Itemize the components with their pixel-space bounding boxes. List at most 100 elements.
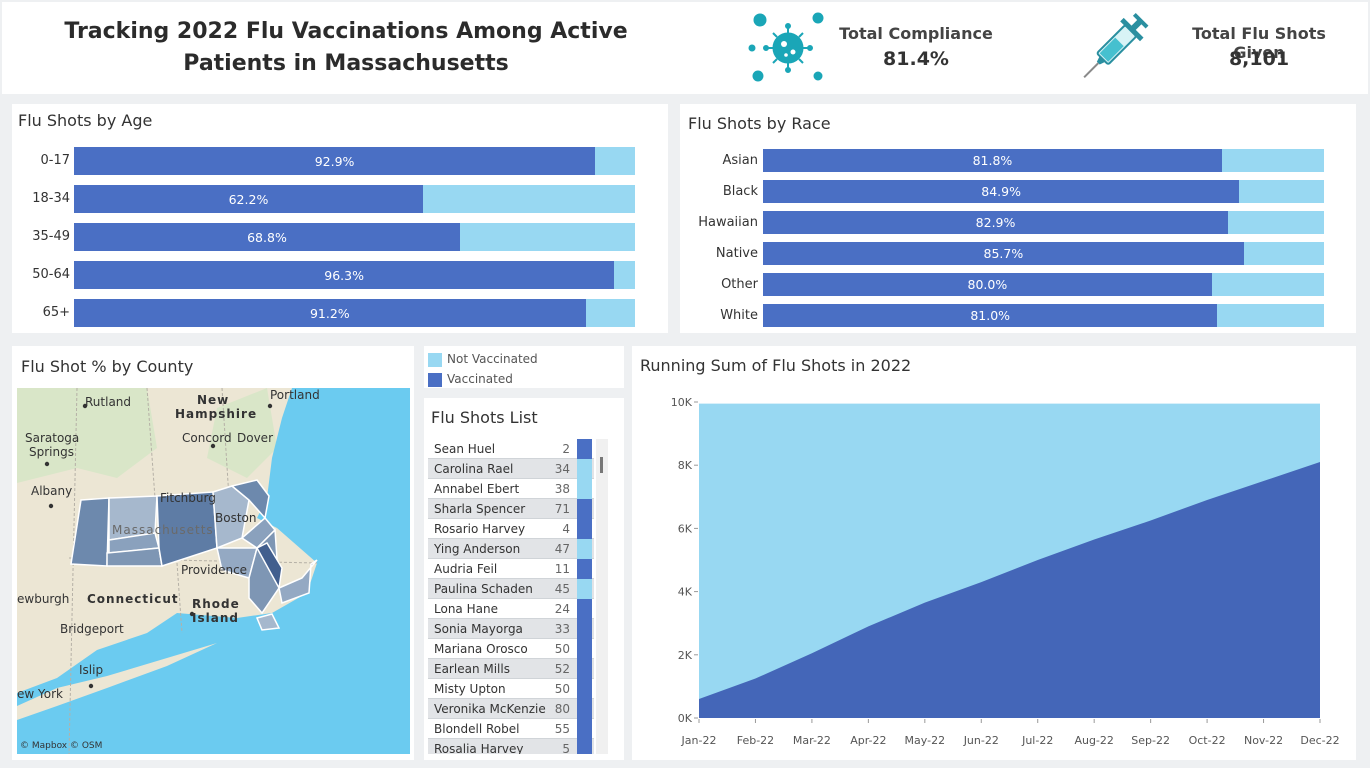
list-item-status-swatch bbox=[577, 479, 592, 499]
race-bar-vaccinated bbox=[763, 211, 1229, 234]
list-item-status-swatch bbox=[577, 599, 592, 619]
y-tick-label: 0K bbox=[678, 712, 693, 725]
list-item[interactable]: Blondell Robel 55 bbox=[428, 719, 594, 739]
list-item[interactable]: Audria Feil 11 bbox=[428, 559, 594, 579]
place-label-island: Island bbox=[192, 611, 239, 625]
age-bar[interactable]: 96.3% bbox=[74, 261, 635, 289]
race-chart-title: Flu Shots by Race bbox=[688, 114, 831, 133]
list-item-status-swatch bbox=[577, 579, 592, 599]
list-item-name: Mariana Orosco bbox=[434, 642, 528, 656]
list-item-count: 45 bbox=[554, 582, 570, 596]
list-item-count: 38 bbox=[554, 482, 570, 496]
list-item-status-swatch bbox=[577, 719, 592, 739]
list-item[interactable]: Earlean Mills 52 bbox=[428, 659, 594, 679]
age-bar[interactable]: 62.2% bbox=[74, 185, 635, 213]
list-item[interactable]: Rosario Harvey 4 bbox=[428, 519, 594, 539]
list-scrollbar[interactable] bbox=[596, 439, 608, 754]
list-item-name: Annabel Ebert bbox=[434, 482, 520, 496]
legend-label-vaccinated: Vaccinated bbox=[447, 372, 513, 386]
list-item[interactable]: Lona Hane 24 bbox=[428, 599, 594, 619]
age-bar[interactable]: 68.8% bbox=[74, 223, 635, 251]
x-tick-label: Dec-22 bbox=[1300, 734, 1339, 747]
race-bar-value: 82.9% bbox=[975, 215, 1016, 230]
shots-value: 8,101 bbox=[1228, 48, 1290, 70]
race-bar[interactable]: 81.8% bbox=[763, 149, 1324, 172]
shots-label: Total Flu Shots Given bbox=[1192, 24, 1326, 62]
list-item-status-swatch bbox=[577, 619, 592, 639]
list-item[interactable]: Ying Anderson 47 bbox=[428, 539, 594, 559]
place-label-providence: Providence bbox=[181, 563, 247, 577]
race-bar-value: 81.0% bbox=[970, 308, 1011, 323]
list-item-status-swatch bbox=[577, 519, 592, 539]
x-tick-label: Apr-22 bbox=[850, 734, 886, 747]
list-item-status-swatch bbox=[577, 459, 592, 479]
header-panel bbox=[2, 2, 1368, 94]
list-scrollbar-thumb[interactable] bbox=[600, 457, 603, 473]
virus-icon bbox=[748, 12, 824, 82]
compliance-value: 81.4% bbox=[883, 48, 949, 70]
list-item[interactable]: Sharla Spencer 71 bbox=[428, 499, 594, 519]
county-map[interactable]: Rutland New Hampshire Portland Saratoga … bbox=[17, 388, 410, 754]
list-item[interactable]: Sean Huel 2 bbox=[428, 439, 594, 459]
place-label-concord: Concord bbox=[182, 431, 232, 445]
age-label: 0-17 bbox=[40, 153, 70, 168]
list-item[interactable]: Paulina Schaden 45 bbox=[428, 579, 594, 599]
place-label-bridgeport: Bridgeport bbox=[60, 622, 124, 636]
list-item-status-swatch bbox=[577, 439, 592, 459]
list-item-name: Misty Upton bbox=[434, 682, 506, 696]
list-item[interactable]: Mariana Orosco 50 bbox=[428, 639, 594, 659]
race-bar-vaccinated bbox=[763, 304, 1218, 327]
age-bar-vaccinated bbox=[74, 299, 586, 327]
list-item-name: Lona Hane bbox=[434, 602, 498, 616]
list-item[interactable]: Rosalia Harvey 5 bbox=[428, 739, 594, 754]
running-sum-chart[interactable]: 0K 2K 4K 6K 8K 10K Jan-22 Feb-22 Mar-22 Apr-22 May… bbox=[632, 384, 1356, 756]
list-item-status-swatch bbox=[577, 539, 592, 559]
race-bar[interactable]: 82.9% bbox=[763, 211, 1324, 234]
age-bar-value: 62.2% bbox=[228, 191, 269, 207]
list-item-count: 2 bbox=[562, 442, 570, 456]
list-item[interactable]: Annabel Ebert 38 bbox=[428, 479, 594, 499]
age-bar-value: 91.2% bbox=[309, 305, 350, 321]
y-tick-label: 6K bbox=[678, 522, 693, 535]
list-item-name: Ying Anderson bbox=[434, 542, 521, 556]
race-bar[interactable]: 80.0% bbox=[763, 273, 1324, 296]
place-label-portland: Portland bbox=[270, 388, 320, 402]
place-label-albany: Albany bbox=[31, 484, 72, 498]
race-bar[interactable]: 81.0% bbox=[763, 304, 1324, 327]
race-label: Black bbox=[722, 183, 758, 199]
age-bar[interactable]: 91.2% bbox=[74, 299, 635, 327]
place-label-new: New bbox=[197, 393, 229, 407]
list-item-name: Blondell Robel bbox=[434, 722, 520, 736]
race-label: Hawaiian bbox=[698, 214, 758, 230]
list-item[interactable]: Misty Upton 50 bbox=[428, 679, 594, 699]
list-item[interactable]: Sonia Mayorga 33 bbox=[428, 619, 594, 639]
list-item[interactable]: Veronika McKenzie 80 bbox=[428, 699, 594, 719]
place-label-new-york: ew York bbox=[17, 687, 63, 701]
x-tick-label: Aug-22 bbox=[1074, 734, 1113, 747]
list-item-status-swatch bbox=[577, 739, 592, 754]
list-item-count: 50 bbox=[554, 642, 570, 656]
list-item[interactable]: Carolina Rael 34 bbox=[428, 459, 594, 479]
age-bar-value: 92.9% bbox=[314, 153, 355, 169]
list-item-name: Rosario Harvey bbox=[434, 522, 526, 536]
list-item-count: 80 bbox=[554, 702, 570, 716]
race-bar-value: 81.8% bbox=[972, 153, 1013, 168]
list-item-count: 33 bbox=[554, 622, 570, 636]
x-tick-label: Feb-22 bbox=[737, 734, 774, 747]
map-attribution: © Mapbox © OSM bbox=[20, 741, 102, 751]
race-bar[interactable]: 85.7% bbox=[763, 242, 1324, 265]
list-item-status-swatch bbox=[577, 559, 592, 579]
x-tick-label: May-22 bbox=[905, 734, 946, 747]
area-vaccinated[interactable] bbox=[699, 462, 1320, 718]
age-bar-vaccinated bbox=[74, 261, 615, 289]
x-tick-label: Jan-22 bbox=[681, 734, 717, 747]
list-item-name: Sharla Spencer bbox=[434, 502, 526, 516]
race-bar-vaccinated bbox=[763, 242, 1244, 265]
age-bar[interactable]: 92.9% bbox=[74, 147, 635, 175]
race-bar[interactable]: 84.9% bbox=[763, 180, 1324, 203]
place-label-saratoga: Saratoga bbox=[25, 431, 79, 445]
list-item-status-swatch bbox=[577, 499, 592, 519]
list-item-count: 55 bbox=[554, 722, 570, 736]
age-label: 18-34 bbox=[32, 191, 70, 206]
x-tick-label: Jun-22 bbox=[963, 734, 999, 747]
